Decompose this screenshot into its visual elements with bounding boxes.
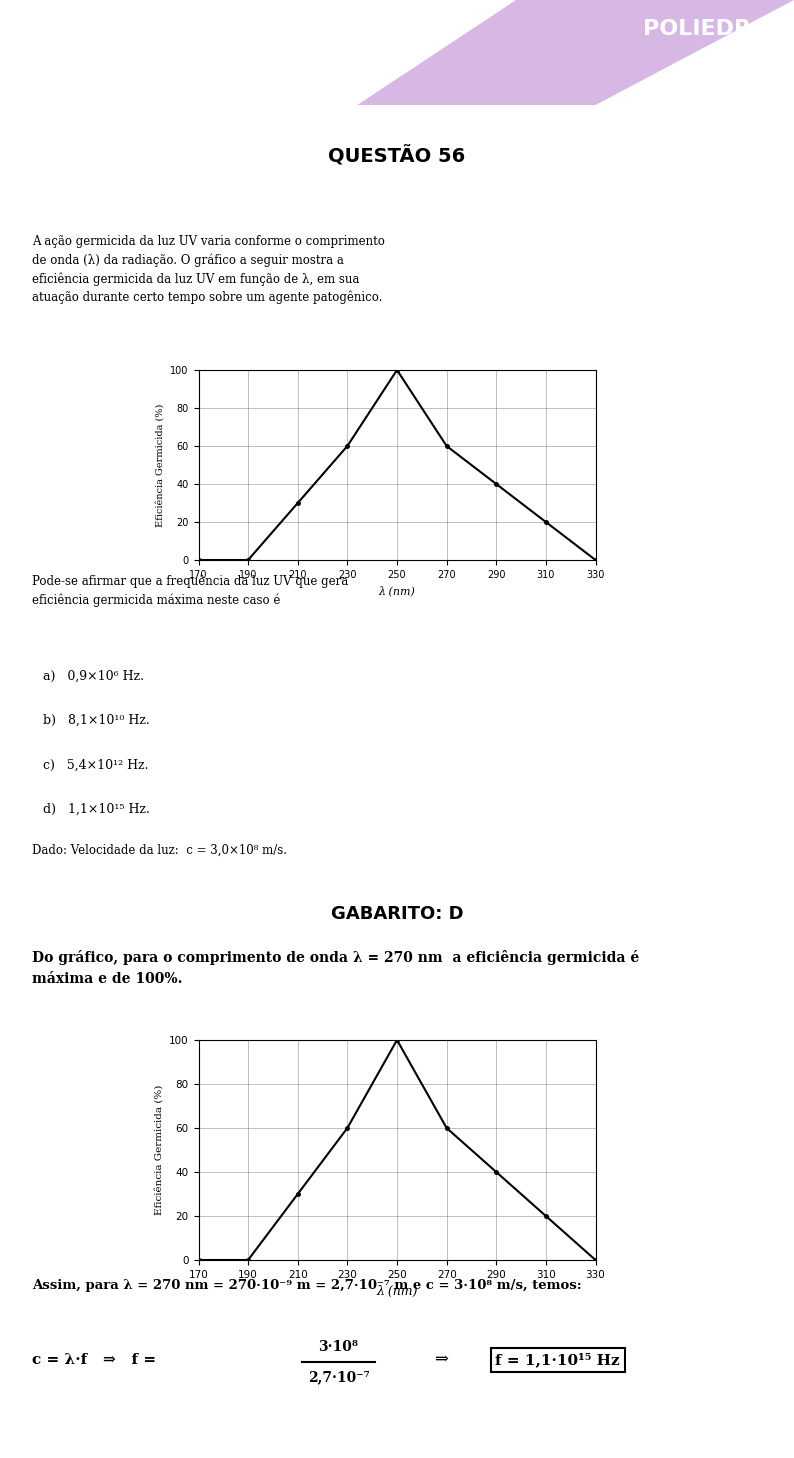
Text: a)   0,9×10⁶ Hz.: a) 0,9×10⁶ Hz. <box>43 671 144 682</box>
Text: RESOLVE: RESOLVE <box>701 50 770 66</box>
Y-axis label: Eficiência Germicida (%): Eficiência Germicida (%) <box>155 1085 164 1215</box>
Text: Pode-se afirmar que a frequência da luz UV que gera
eficiência germicida máxima : Pode-se afirmar que a frequência da luz … <box>32 574 348 607</box>
Text: Dado: Velocidade da luz:  c = 3,0×10⁸ m/s.: Dado: Velocidade da luz: c = 3,0×10⁸ m/s… <box>32 844 287 856</box>
Text: 2021: 2021 <box>732 76 770 92</box>
Text: QUESTÃO 56: QUESTÃO 56 <box>329 146 465 166</box>
Text: 3·10⁸: 3·10⁸ <box>318 1340 359 1354</box>
X-axis label: λ (nm): λ (nm) <box>379 585 415 596</box>
Polygon shape <box>357 0 794 105</box>
Text: b)   8,1×10¹⁰ Hz.: b) 8,1×10¹⁰ Hz. <box>43 714 149 728</box>
Text: ⇒: ⇒ <box>434 1352 448 1369</box>
Text: c)   5,4×10¹² Hz.: c) 5,4×10¹² Hz. <box>43 758 148 771</box>
Text: A ação germicida da luz UV varia conforme o comprimento
de onda (λ) da radiação.: A ação germicida da luz UV varia conform… <box>32 235 384 305</box>
Text: d)   1,1×10¹⁵ Hz.: d) 1,1×10¹⁵ Hz. <box>43 802 149 815</box>
Text: Assim, para λ = 270 nm = 270·10⁻⁹ m = 2,7·10⁻⁷ m e c = 3·10⁸ m/s, temos:: Assim, para λ = 270 nm = 270·10⁻⁹ m = 2,… <box>32 1280 581 1292</box>
Text: GABARITO: D: GABARITO: D <box>330 905 464 923</box>
Text: Do gráfico, para o comprimento de onda λ = 270 nm  a eficiência germicida é
máxi: Do gráfico, para o comprimento de onda λ… <box>32 951 639 986</box>
X-axis label: λ (nm): λ (nm) <box>376 1286 418 1298</box>
Text: f = 1,1·10¹⁵ Hz: f = 1,1·10¹⁵ Hz <box>495 1353 620 1368</box>
Text: 2,7·10⁻⁷: 2,7·10⁻⁷ <box>308 1371 369 1384</box>
Text: c = λ·f   ⇒   f =: c = λ·f ⇒ f = <box>32 1353 161 1368</box>
Text: POLIEDRO: POLIEDRO <box>643 19 770 39</box>
Text: UNICAMP: UNICAMP <box>24 23 330 82</box>
Y-axis label: Eficiência Germicida (%): Eficiência Germicida (%) <box>156 404 165 526</box>
